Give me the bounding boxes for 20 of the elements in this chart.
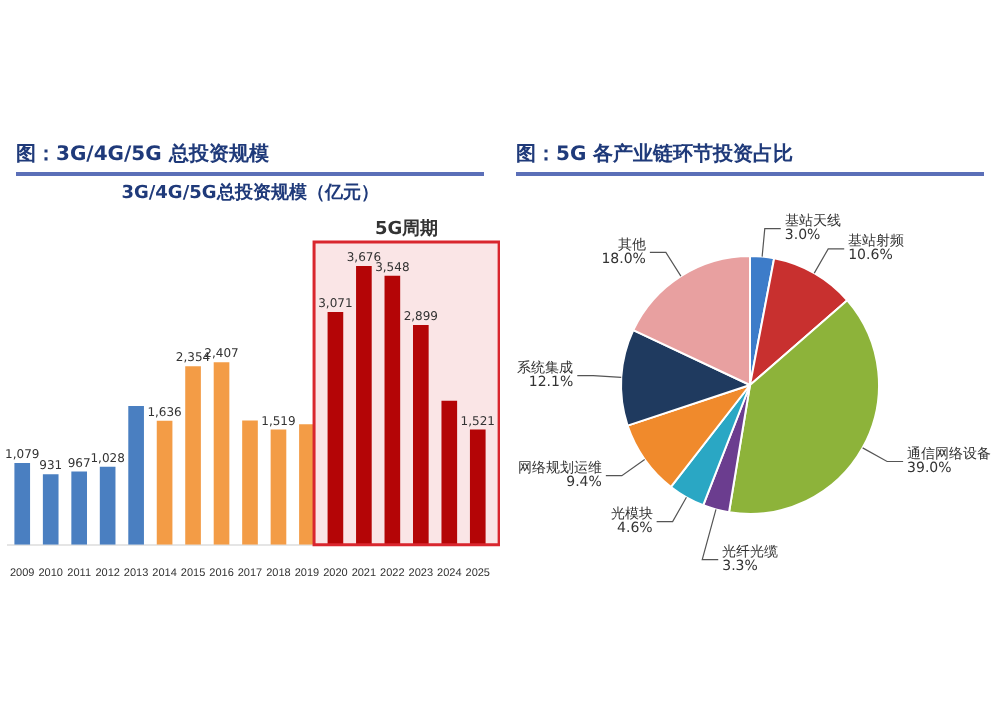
bar: [441, 400, 458, 545]
bar: [469, 429, 486, 545]
band-label: 5G周期: [374, 217, 439, 240]
chart-title: 图：5G 各产业链环节投资占比: [516, 140, 984, 176]
bar: [128, 406, 144, 545]
bar: [99, 466, 116, 545]
bar: [71, 471, 88, 545]
bar: [384, 275, 401, 545]
bar: [242, 420, 258, 545]
bar: [270, 429, 287, 545]
bar: [412, 324, 429, 545]
bar: [42, 474, 59, 545]
bar: [14, 462, 31, 545]
chart-title: 3G/4G/5G总投资规模（亿元）: [119, 180, 381, 206]
bar: [356, 266, 372, 545]
bar: [327, 311, 344, 545]
bar: [156, 420, 173, 545]
bar: [185, 366, 201, 545]
text: 图：3G/4G/5G 总投资规模: [16, 140, 484, 176]
bar: [213, 362, 230, 545]
